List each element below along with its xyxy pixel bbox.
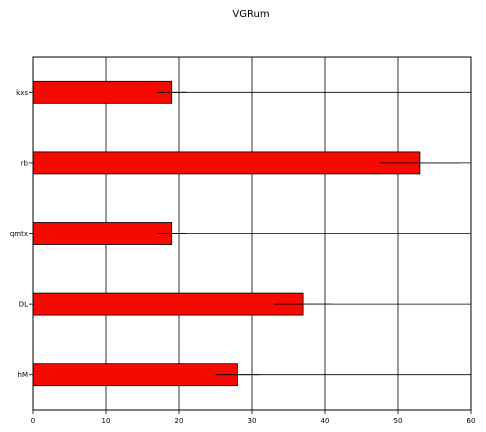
bar-hM [32, 363, 238, 387]
x-tick-label: 20 [175, 417, 184, 425]
x-tick-label: 10 [102, 417, 111, 425]
bar-rb [32, 151, 421, 175]
y-axis-ticks: hM DL qmtx rb kxs [10, 89, 33, 379]
x-tick-label: 50 [394, 417, 403, 425]
x-tick-label: 40 [321, 417, 330, 425]
y-tick-label: kxs [16, 89, 28, 97]
x-tick-label: 30 [248, 417, 257, 425]
x-axis-ticks: 0 10 20 30 40 50 60 [31, 410, 476, 425]
chart-title: VGRum [232, 9, 269, 20]
error-bars [157, 91, 461, 376]
y-tick-label: hM [18, 371, 28, 379]
x-tick-label: 60 [467, 417, 476, 425]
bar-DL [32, 292, 304, 316]
bar-kxs [32, 80, 173, 104]
y-tick-label: rb [21, 159, 29, 167]
bar-qmtx [32, 222, 173, 245]
y-tick-label: qmtx [10, 230, 28, 238]
y-tick-label: DL [19, 301, 28, 309]
x-tick-label: 0 [31, 417, 35, 425]
